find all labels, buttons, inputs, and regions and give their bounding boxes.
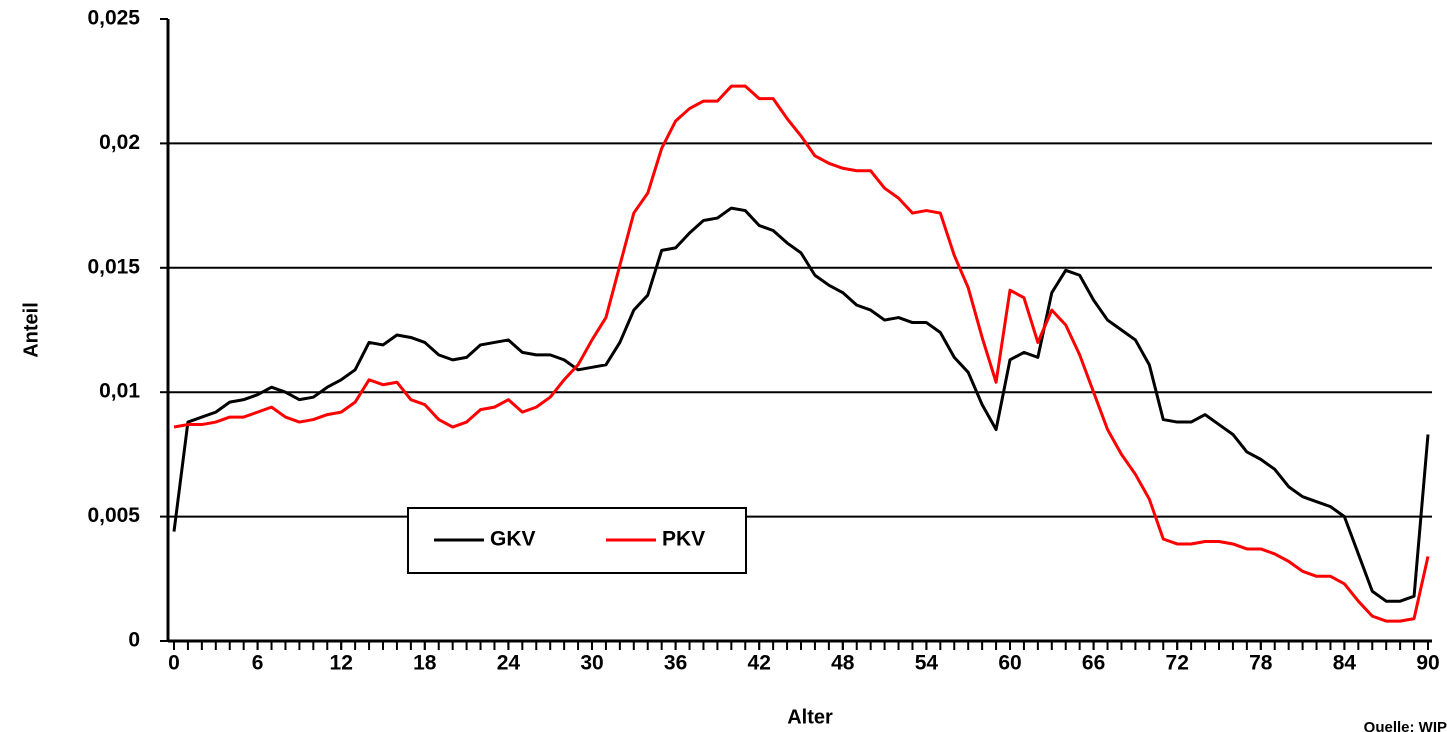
x-tick-label: 54 — [915, 652, 939, 675]
line-series — [173, 84, 1430, 623]
x-tick-label: 6 — [252, 652, 264, 675]
y-tick-label: 0 — [128, 629, 140, 652]
x-tick-label: 18 — [413, 652, 437, 675]
x-tick-label: 30 — [580, 652, 603, 675]
x-axis-label: Alter — [787, 706, 833, 728]
y-tick-label: 0,02 — [99, 131, 140, 154]
x-tick-label: 24 — [497, 652, 521, 675]
y-axis-label: Anteil — [20, 302, 42, 358]
y-tick-label: 0,015 — [87, 255, 140, 278]
source: Quelle: WIP — [1364, 719, 1447, 732]
x-tick-label: 60 — [998, 652, 1021, 675]
x-tick-label: 12 — [330, 652, 353, 675]
y-tick-label: 0,025 — [87, 7, 140, 30]
line-series — [172, 206, 1430, 603]
x-tick-label: 0 — [168, 652, 180, 675]
x-tick-label: 42 — [748, 652, 771, 675]
y-tick-label: 0,01 — [99, 380, 140, 403]
legend-label: GKV — [490, 528, 536, 551]
x-tick-label: 72 — [1166, 652, 1189, 675]
y-tick-label: 0,005 — [87, 504, 140, 527]
legend-label: PKV — [662, 528, 705, 551]
x-tick-label: 90 — [1416, 652, 1439, 675]
x-tick-label: 84 — [1333, 652, 1357, 675]
x-tick-label: 66 — [1082, 652, 1105, 675]
x-tick-label: 36 — [664, 652, 687, 675]
legend: GKV PKV — [407, 507, 747, 574]
x-tick-label: 78 — [1249, 652, 1273, 675]
x-tick-label: 48 — [831, 652, 855, 675]
